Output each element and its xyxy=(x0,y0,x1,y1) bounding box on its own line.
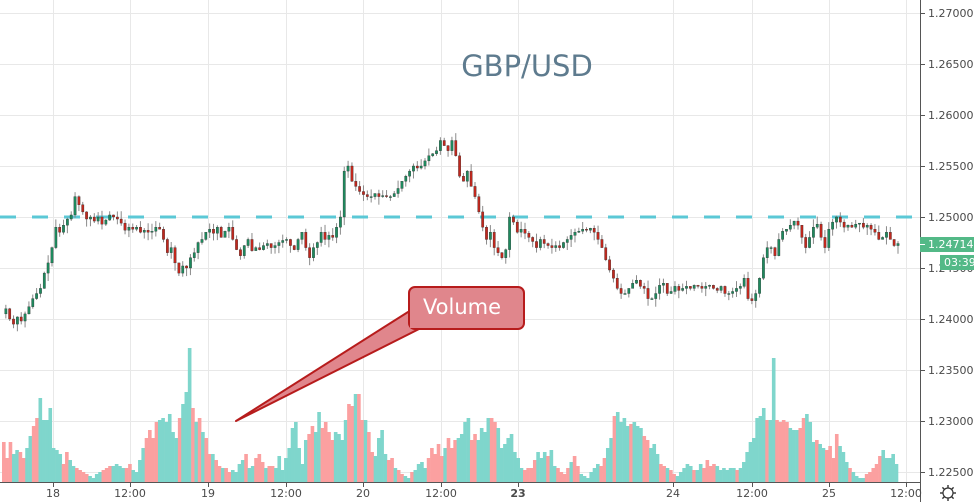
price-tick-label: 1.25000 xyxy=(928,211,974,224)
time-tick-label: 12:00 xyxy=(890,487,922,500)
gear-icon[interactable] xyxy=(940,485,956,501)
price-tick-label: 1.27000 xyxy=(928,7,974,20)
callout-box xyxy=(408,286,525,330)
price-candles xyxy=(4,133,900,332)
price-tick-label: 1.22500 xyxy=(928,466,974,479)
time-tick-label: 25 xyxy=(822,487,836,500)
time-tick-label: 12:00 xyxy=(736,487,768,500)
price-tick-label: 1.24000 xyxy=(928,313,974,326)
time-tick-label: 20 xyxy=(356,487,370,500)
time-tick-label: 19 xyxy=(201,487,215,500)
price-tick-label: 1.25500 xyxy=(928,160,974,173)
price-tick-label: 1.23000 xyxy=(928,415,974,428)
countdown-timer: 03:39 xyxy=(944,256,974,269)
chart-title: GBP/USD xyxy=(461,49,593,83)
volume-bars xyxy=(2,348,899,482)
time-tick-label: 12:00 xyxy=(270,487,302,500)
last-price-tag: 1.24714 03:39 xyxy=(920,237,974,270)
chart-grid xyxy=(0,0,920,482)
price-axis[interactable]: 1.270001.265001.260001.255001.250001.245… xyxy=(920,7,974,479)
time-tick-label: 18 xyxy=(46,487,60,500)
callout-label: Volume xyxy=(423,295,501,319)
time-tick-label: 24 xyxy=(666,487,680,500)
price-tick-label: 1.26000 xyxy=(928,109,974,122)
time-tick-label: 12:00 xyxy=(425,487,457,500)
last-price-value: 1.24714 xyxy=(928,238,974,251)
time-tick-label: 23 xyxy=(510,487,525,500)
volume-callout[interactable]: Volume xyxy=(235,286,525,422)
price-tick-label: 1.23500 xyxy=(928,364,974,377)
time-tick-label: 12:00 xyxy=(114,487,146,500)
time-axis[interactable]: 18 12:00 19 12:00 20 12:00 23 24 12:00 25 12:00 xyxy=(46,482,922,500)
callout-pointer xyxy=(235,311,426,422)
price-tick-label: 1.26500 xyxy=(928,58,974,71)
